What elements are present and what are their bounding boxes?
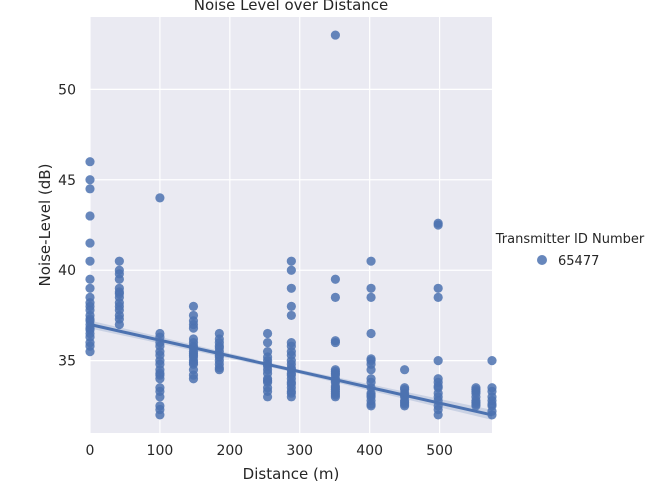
data-point [330,366,340,377]
data-point [262,352,273,362]
data-point [155,386,165,396]
data-point [366,354,376,364]
data-point [85,184,95,194]
data-point [114,269,124,279]
data-point [85,211,95,221]
y-tick-labels: 35 40 45 50 [58,82,76,369]
x-tick-label: 300 [286,443,313,459]
chart-title: Noise Level over Distance [194,0,389,14]
data-point [214,343,224,353]
data-point [155,193,165,203]
data-point [214,334,224,344]
data-point [487,386,497,396]
regression-layer [89,323,493,417]
legend: Transmitter ID Number 65477 [495,232,645,269]
x-tick-label: 500 [426,443,453,459]
data-point [262,386,273,396]
data-point [85,283,95,293]
data-point [286,350,296,360]
data-point [155,341,165,351]
data-point [85,157,95,167]
data-point [433,388,443,398]
y-tick-label: 35 [58,354,76,370]
data-point [85,175,95,185]
data-point [286,341,296,351]
data-point [155,370,165,380]
data-point [262,328,273,339]
data-point [85,274,95,284]
data-point [262,375,273,386]
data-point [188,370,199,380]
data-point [433,381,443,391]
x-axis-label: Distance (m) [243,465,340,483]
data-point [487,356,497,366]
data-point [366,292,376,302]
data-point [114,256,124,266]
data-point [155,359,165,369]
data-point [330,30,340,40]
y-tick-label: 40 [58,263,76,279]
data-point [487,399,497,409]
data-point [262,337,273,348]
data-point [262,368,273,378]
x-tick-label: 400 [356,443,383,459]
data-point [188,334,199,344]
legend-title: Transmitter ID Number [495,232,645,247]
data-point [188,357,199,368]
data-point [286,256,296,266]
data-point [155,404,165,415]
x-tick-label: 200 [216,443,243,459]
data-point [400,365,410,375]
y-tick-label: 45 [58,173,76,189]
data-point [366,377,376,387]
data-point [286,301,296,311]
data-point [85,316,95,326]
data-point [114,289,124,299]
data-point [330,336,340,346]
data-point [85,256,95,266]
data-point [85,238,95,248]
data-point [433,292,443,302]
data-point [366,390,376,400]
data-point [188,323,199,333]
data-point [471,384,481,395]
data-point [471,399,481,409]
data-point [330,274,340,284]
data-point [366,256,376,266]
data-point [85,298,95,308]
data-point [330,384,340,395]
data-point [214,363,224,373]
y-tick-label: 50 [58,82,76,98]
data-point [433,283,443,293]
x-tick-label: 0 [86,443,95,459]
data-point [400,397,410,407]
data-point [366,283,376,293]
data-point [330,292,340,302]
data-point [286,379,296,389]
data-point [188,301,199,311]
data-point [286,388,296,398]
data-point [85,325,95,335]
data-point [114,319,124,330]
regression-line [89,323,493,417]
data-point [286,265,296,275]
data-point [188,316,199,326]
data-point [85,347,95,357]
data-point [433,404,443,415]
data-point [366,328,376,339]
data-point [155,350,165,360]
x-tick-labels: 0 100 200 300 400 500 [86,443,453,459]
data-point [366,399,376,409]
x-tick-label: 100 [147,443,174,459]
data-point [286,283,296,293]
y-axis-label: Noise-Level (dB) [36,164,54,287]
legend-marker [537,255,547,265]
legend-label: 65477 [558,254,599,269]
scatter-points [85,30,497,420]
data-point [188,348,199,359]
data-point [433,356,443,366]
data-point [286,310,296,321]
data-point [433,218,443,228]
